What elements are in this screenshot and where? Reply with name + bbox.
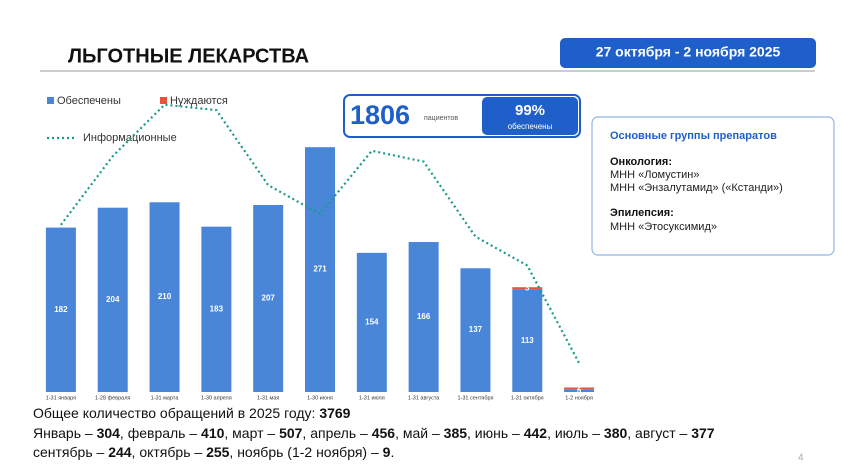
x-tick-label: 1-31 мая	[257, 395, 279, 401]
bar	[149, 202, 180, 392]
summary-label: , февраль –	[120, 425, 201, 441]
summary-label: , ноябрь (1-2 ноября) –	[229, 444, 382, 460]
patients-label: пациентов	[424, 115, 458, 122]
patients-count: 1806	[350, 100, 410, 130]
bar	[97, 207, 128, 392]
bar-value-label: 166	[417, 312, 431, 321]
bar	[512, 287, 543, 290]
bar	[305, 147, 335, 392]
bar	[356, 252, 387, 392]
stats-highlight	[482, 97, 578, 135]
summary-months: Январь – 304, февраль – 410, март – 507,…	[33, 425, 715, 441]
group-item: МНН «Энзалутамид» («Кстанди»)	[610, 182, 783, 194]
bar-value-label: 207	[262, 294, 276, 303]
summary-label: , май –	[395, 425, 444, 441]
x-tick-label: 1-31 марта	[151, 395, 180, 401]
legend-label: Обеспечены	[57, 95, 121, 107]
summary-value: 244	[108, 444, 132, 460]
bar-value-label: 113	[521, 336, 534, 345]
bar	[512, 289, 543, 392]
summary-value: 385	[444, 425, 468, 441]
summary-label: , июль –	[547, 425, 604, 441]
group-item: МНН «Ломустин»	[610, 169, 700, 181]
summary-value: 9	[383, 444, 391, 460]
bar	[253, 204, 284, 392]
summary-label: , июнь –	[467, 425, 524, 441]
bar-value-label: 210	[158, 292, 172, 301]
page-number: 4	[798, 453, 804, 464]
summary-label: сентябрь –	[33, 444, 108, 460]
summary-label: , апрель –	[302, 425, 371, 441]
summary-value: 380	[604, 425, 628, 441]
info-box	[591, 116, 835, 256]
bar-value-label: 204	[106, 295, 120, 304]
bar-value-label: 2	[577, 383, 582, 392]
group-name: Онкология:	[610, 156, 672, 168]
summary-value: 507	[279, 425, 303, 441]
bar-value-label: 154	[365, 318, 379, 327]
bar	[408, 242, 439, 392]
x-tick-label: 1-31 октября	[511, 395, 544, 401]
summary-value: 456	[372, 425, 396, 441]
bar-value-label: 3	[525, 284, 530, 293]
slide-title: ЛЬГОТНЫЕ ЛЕКАРСТВА	[68, 45, 309, 67]
legend-swatch	[47, 97, 54, 104]
x-tick-label: 1-2 ноября	[565, 395, 593, 401]
provided-percent: 99%	[515, 102, 545, 119]
x-tick-label: 1-31 августа	[408, 395, 440, 401]
bar-value-label: 271	[313, 265, 327, 274]
summary-value: 3769	[319, 405, 350, 421]
bar-value-label: 137	[469, 325, 483, 334]
x-tick-label: 1-28 февраля	[95, 395, 130, 401]
summary-value: 410	[201, 425, 225, 441]
summary-label: , октябрь –	[132, 444, 207, 460]
bar-value-label: 3	[577, 386, 582, 395]
bar-value-label: 182	[54, 305, 68, 314]
summary-months: сентябрь – 244, октябрь – 255, ноябрь (1…	[33, 444, 394, 460]
summary-value: 255	[206, 444, 230, 460]
summary-label: Январь –	[33, 425, 97, 441]
x-tick-label: 1-31 июля	[359, 395, 385, 401]
bar	[460, 268, 491, 392]
legend-label: Нуждаются	[170, 95, 228, 107]
date-range: 27 октября - 2 ноября 2025	[596, 44, 781, 60]
summary-value: 442	[524, 425, 548, 441]
provided-label: обеспечены	[508, 122, 553, 131]
x-tick-label: 1-31 сентября	[457, 395, 493, 401]
date-badge	[560, 38, 816, 68]
bar	[201, 226, 232, 392]
summary-label: Общее количество обращений в 2025 году:	[33, 405, 319, 421]
bar	[45, 227, 76, 392]
summary-label: , август –	[627, 425, 691, 441]
legend-swatch	[160, 97, 167, 104]
summary-value: 377	[691, 425, 715, 441]
info-title: Основные группы препаратов	[610, 130, 777, 142]
summary-label: , март –	[224, 425, 279, 441]
bar	[564, 387, 595, 390]
group-item: МНН «Этосуксимид»	[610, 221, 717, 233]
summary-total: Общее количество обращений в 2025 году: …	[33, 405, 351, 421]
summary-label: .	[390, 444, 394, 460]
x-tick-label: 1-30 июня	[307, 395, 333, 401]
summary-value: 304	[97, 425, 121, 441]
line-series	[60, 103, 581, 364]
bar	[564, 389, 595, 392]
x-tick-label: 1-31 января	[46, 395, 76, 401]
bar-value-label: 183	[210, 304, 224, 313]
group-name: Эпилепсия:	[610, 207, 674, 219]
x-tick-label: 1-30 апреля	[201, 395, 232, 401]
